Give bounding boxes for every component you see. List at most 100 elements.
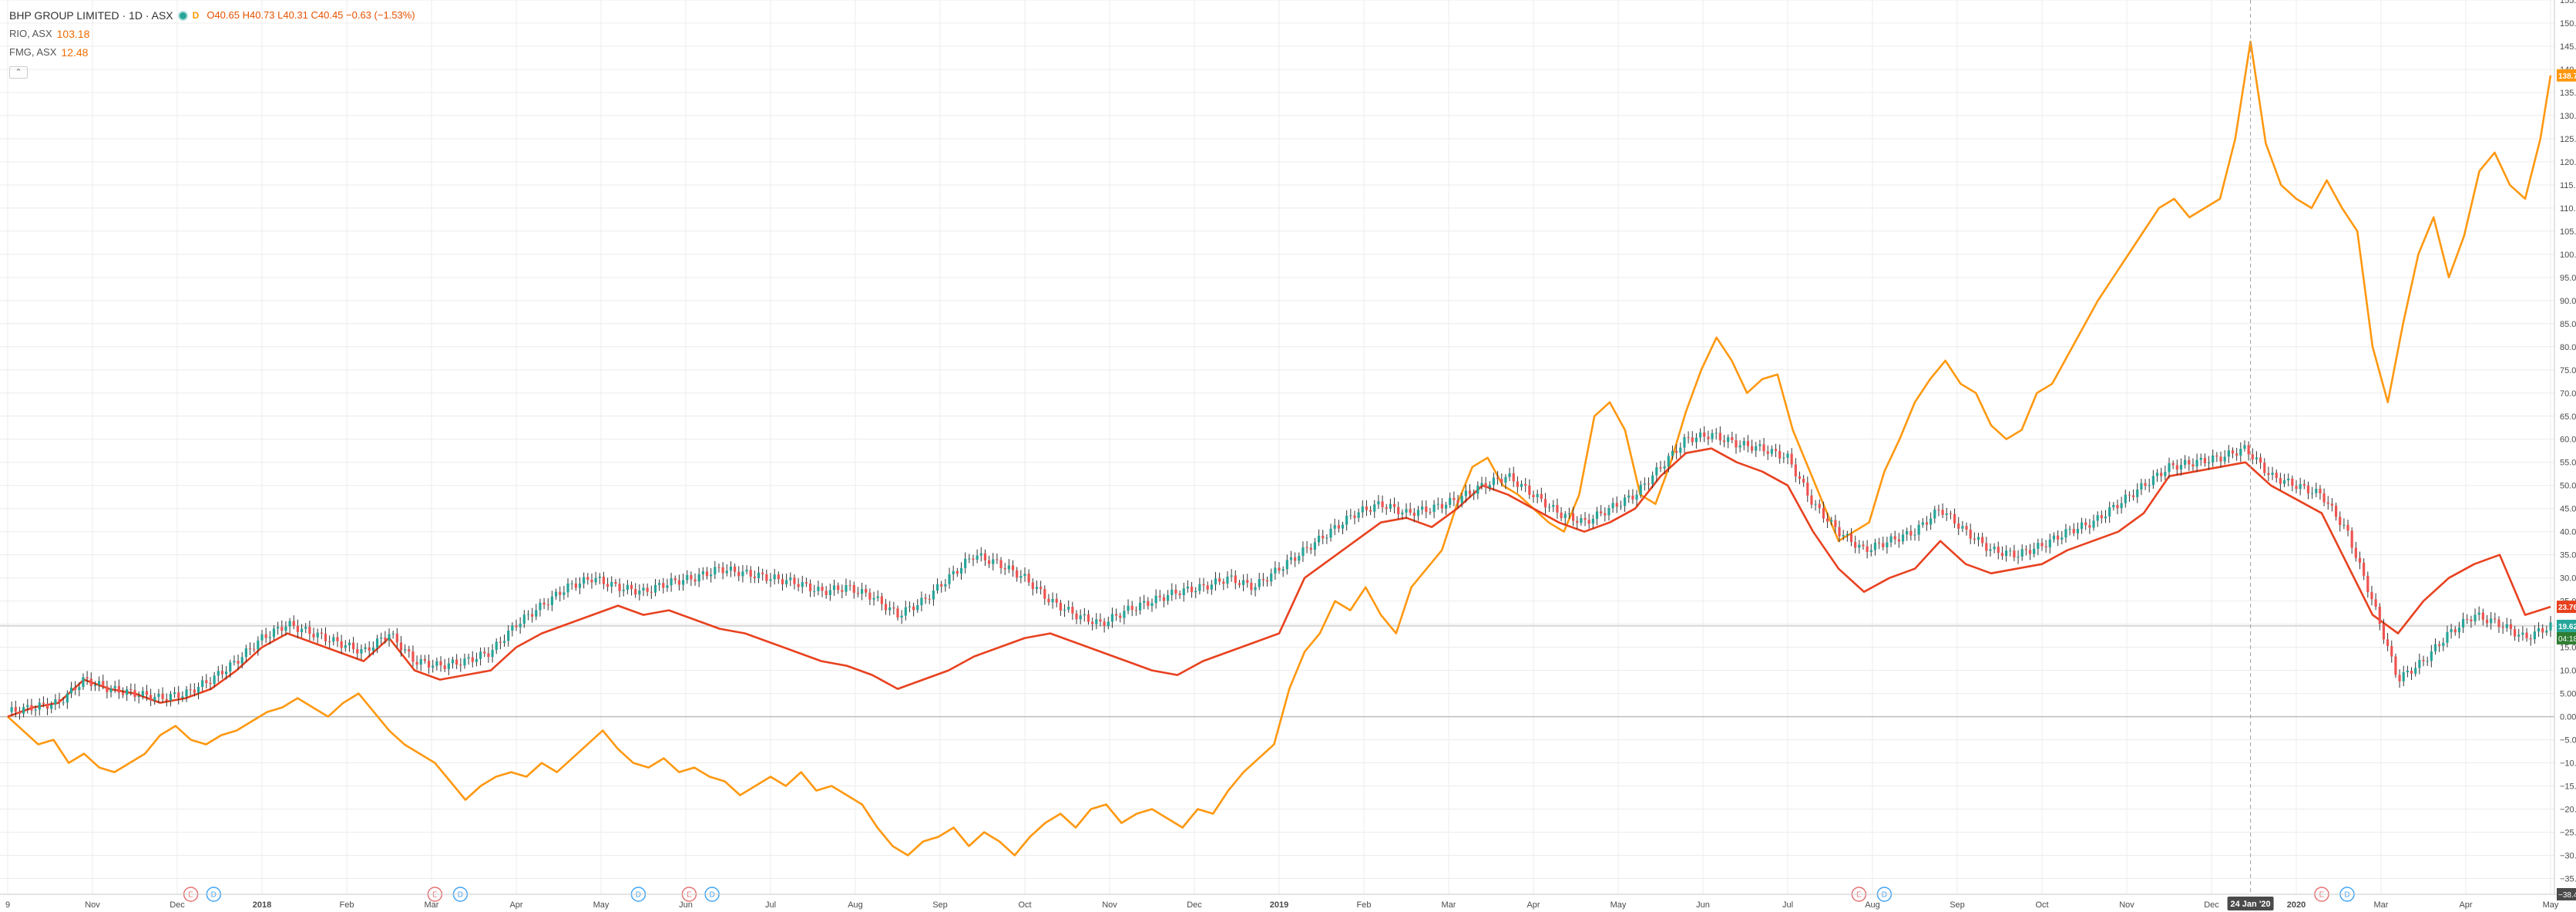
time-scale[interactable]: 9 Nov Dec 2018 Feb Mar Apr May Jun Jul Aug Sep Oct No…	[0, 893, 2576, 910]
bhp-candle-body	[2541, 628, 2544, 633]
bhp-candle-body	[2251, 454, 2254, 459]
bhp-candle-body	[876, 596, 879, 598]
y-tick-label: 100.00%	[2560, 251, 2576, 260]
bhp-candle-body	[1858, 544, 1861, 548]
y-tick-label: 40.00%	[2560, 528, 2576, 537]
bhp-candle-body	[1289, 557, 1293, 560]
bhp-candle-body	[686, 574, 689, 581]
bhp-candle-body	[1241, 580, 1245, 585]
legend-rio-row[interactable]: RIO, ASX 103.18	[9, 25, 415, 43]
bhp-candle-body	[1906, 530, 1909, 535]
bhp-candle-body	[344, 645, 347, 648]
bhp-candle-body	[320, 632, 323, 634]
bhp-candle-body	[2144, 483, 2147, 486]
bhp-candle-body	[1123, 611, 1126, 618]
bhp-candle-body	[1079, 615, 1082, 620]
bhp-candle-body	[1210, 584, 1213, 590]
x-tick-label: 9	[5, 900, 10, 910]
bhp-candle-body	[185, 689, 188, 697]
bhp-candle-body	[1722, 440, 1726, 443]
bhp-candle-body	[1345, 516, 1348, 525]
crosshair-value-label: −38.42%	[2558, 891, 2576, 900]
bhp-candle-body	[1755, 446, 1758, 451]
y-tick-label: 60.00%	[2560, 436, 2576, 445]
y-tick-label: 0.00%	[2560, 713, 2576, 722]
bhp-candle-body	[1818, 503, 1821, 508]
bhp-candle-body	[999, 560, 1003, 568]
bhp-candle-body	[2096, 515, 2099, 521]
bhp-candle-body	[1854, 542, 1857, 548]
bhp-candle-body	[201, 680, 204, 688]
bhp-candle-body	[662, 583, 665, 588]
bhp-candle-body	[423, 658, 427, 661]
y-tick-label: −10.00%	[2560, 759, 2576, 769]
bhp-candle-body	[1322, 535, 1325, 539]
symbol-title[interactable]: BHP GROUP LIMITED · 1D · ASX	[9, 9, 173, 22]
bhp-candle-body	[610, 581, 613, 587]
bhp-candle-body	[1556, 505, 1559, 513]
fmg-label: FMG, ASX	[9, 46, 57, 58]
bhp-candle-body	[1718, 432, 1721, 441]
x-tick-label: Dec	[1187, 900, 1202, 910]
bhp-candle-body	[2485, 619, 2489, 624]
bhp-candle-body	[1091, 621, 1094, 624]
bhp-candle-body	[1421, 506, 1424, 510]
bhp-candle-body	[1127, 605, 1130, 611]
y-tick-label: 10.00%	[2560, 667, 2576, 676]
bhp-candle-body	[1130, 605, 1134, 611]
bhp-candle-body	[217, 671, 220, 676]
collapse-legend-button[interactable]: ⌃	[9, 66, 28, 79]
bhp-candle-body	[1703, 432, 1706, 437]
bhp-candle-body	[793, 577, 796, 584]
bhp-candle-body	[1341, 524, 1345, 529]
bhp-candle-body	[725, 570, 728, 574]
bhp-candle-body	[550, 596, 554, 605]
bhp-candle-body	[1114, 614, 1118, 616]
bhp-candle-body	[1099, 619, 1102, 622]
bhp-candle-body	[773, 574, 776, 580]
bhp-candle-body	[1107, 621, 1110, 627]
bhp-candle-body	[1226, 576, 1229, 584]
bhp-candle-body	[1047, 598, 1050, 603]
rio-label: RIO, ASX	[9, 28, 52, 39]
bhp-candle-body	[2453, 629, 2457, 633]
legend-main-row[interactable]: BHP GROUP LIMITED · 1D · ASX D O40.65 H4…	[9, 6, 415, 25]
bhp-candle-body	[2120, 503, 2123, 509]
bhp-candle-body	[2239, 449, 2242, 456]
y-tick-label: −5.00%	[2560, 736, 2576, 745]
y-tick-label: 65.00%	[2560, 412, 2576, 422]
bhp-candle-body	[1385, 507, 1388, 509]
bhp-candle-body	[475, 658, 479, 662]
price-tags: 138.70% 23.76% 19.62% 04:18:53 −38.42%	[2557, 69, 2576, 900]
bhp-candle-body	[1901, 534, 1905, 542]
bhp-candle-body	[1147, 601, 1150, 606]
bhp-candle-body	[2330, 503, 2334, 506]
bhp-candle-body	[1774, 449, 1778, 451]
bhp-candle-body	[964, 558, 967, 568]
bhp-candle-body	[1174, 589, 1177, 594]
bhp-candle-body	[161, 693, 164, 699]
bhp-candle-body	[1429, 511, 1432, 513]
bhp-candle-body	[1059, 602, 1063, 611]
bhp-candle-body	[368, 647, 371, 651]
price-scale[interactable]: 155.00%150.00%145.00%140.00%135.00%130.0…	[2554, 0, 2576, 894]
x-tick-label: Sep	[1950, 900, 1965, 910]
x-tick-label: Nov	[1102, 900, 1117, 910]
bhp-candle-body	[1543, 499, 1547, 508]
bhp-candle-body	[1604, 513, 1607, 516]
bhp-candle-body	[1381, 501, 1384, 508]
bhp-candle-body	[1941, 510, 1944, 515]
bhp-candle-body	[479, 651, 482, 659]
bhp-candle-body	[2112, 504, 2115, 508]
bhp-candle-body	[1449, 497, 1452, 505]
bhp-candle-body	[753, 577, 756, 578]
bhp-candle-body	[563, 592, 566, 595]
bhp-candle-body	[340, 641, 343, 648]
legend-fmg-row[interactable]: FMG, ASX 12.48	[9, 43, 415, 62]
bhp-candle-body	[2346, 524, 2349, 531]
x-tick-label: Mar	[2374, 900, 2389, 910]
bhp-candle-body	[1659, 467, 1662, 469]
y-tick-label: 115.00%	[2560, 181, 2576, 190]
bhp-candle-body	[487, 653, 490, 658]
